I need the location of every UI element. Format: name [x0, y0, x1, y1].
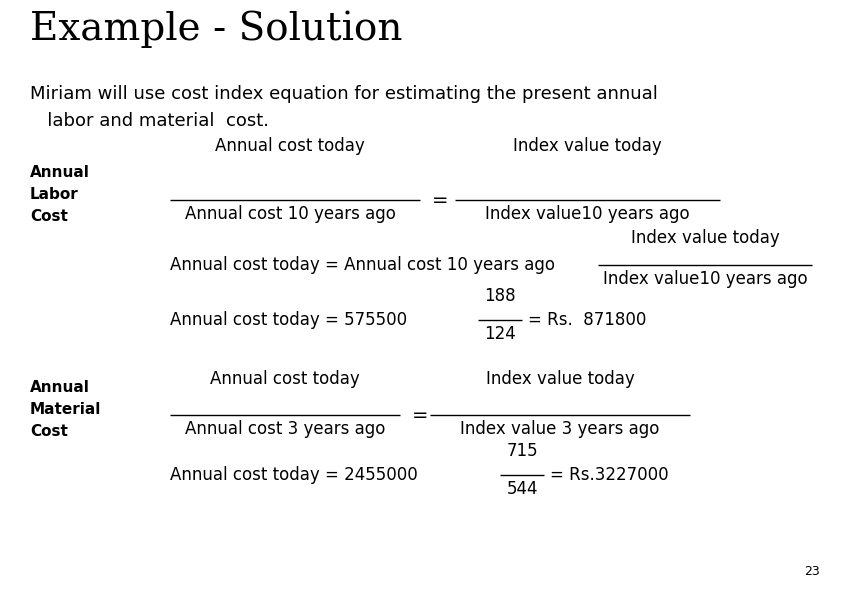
Text: Annual cost today = Annual cost 10 years ago: Annual cost today = Annual cost 10 years… — [170, 256, 560, 274]
Text: Annual cost 10 years ago: Annual cost 10 years ago — [184, 205, 396, 223]
Text: =: = — [432, 190, 449, 209]
Text: Annual
Material
Cost: Annual Material Cost — [30, 380, 101, 439]
Text: 124: 124 — [484, 325, 516, 343]
Text: 544: 544 — [506, 480, 538, 498]
Text: Index value today: Index value today — [631, 229, 780, 247]
Text: 23: 23 — [804, 565, 820, 578]
Text: Annual cost today: Annual cost today — [210, 370, 360, 388]
Text: =: = — [412, 406, 429, 424]
Text: 715: 715 — [506, 442, 538, 460]
Text: Miriam will use cost index equation for estimating the present annual: Miriam will use cost index equation for … — [30, 85, 658, 103]
Text: Index value today: Index value today — [486, 370, 634, 388]
Text: Annual cost today = 2455000: Annual cost today = 2455000 — [170, 466, 418, 484]
Text: 188: 188 — [484, 287, 516, 305]
Text: Index value today: Index value today — [513, 137, 661, 155]
Text: Annual cost today: Annual cost today — [215, 137, 365, 155]
Text: Index value10 years ago: Index value10 years ago — [603, 270, 807, 288]
Text: labor and material  cost.: labor and material cost. — [30, 112, 269, 130]
Text: Annual cost today = 575500: Annual cost today = 575500 — [170, 311, 408, 329]
Text: = Rs.  871800: = Rs. 871800 — [528, 311, 647, 329]
Text: Annual
Labor
Cost: Annual Labor Cost — [30, 165, 90, 224]
Text: Index value10 years ago: Index value10 years ago — [485, 205, 690, 223]
Text: Annual cost 3 years ago: Annual cost 3 years ago — [184, 420, 385, 438]
Text: Index value 3 years ago: Index value 3 years ago — [461, 420, 659, 438]
Text: Example - Solution: Example - Solution — [30, 10, 402, 48]
Text: = Rs.3227000: = Rs.3227000 — [550, 466, 669, 484]
